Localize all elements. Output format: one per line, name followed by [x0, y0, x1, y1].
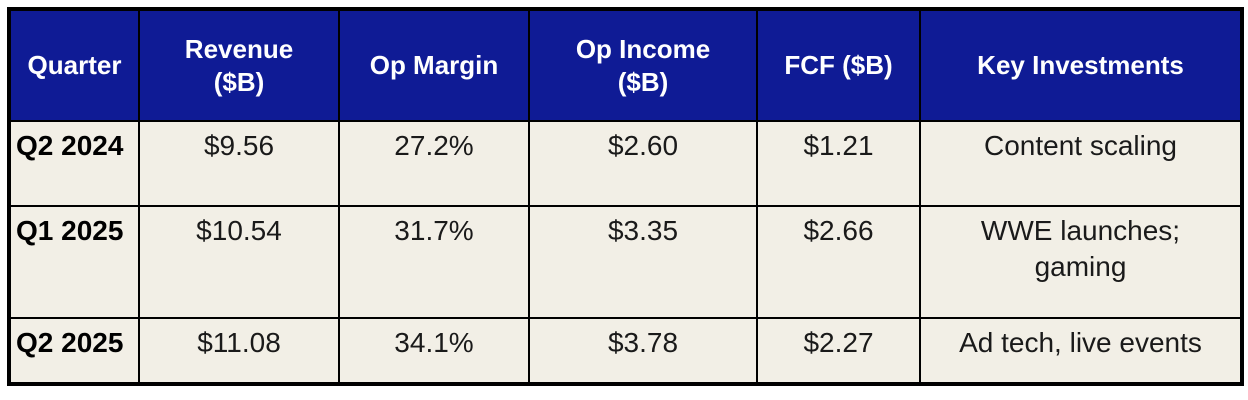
table-row-q2-2024: Q2 2024 $9.56 27.2% $2.60 $1.21 Content … — [8, 120, 1243, 207]
cell-op-margin: 34.1% — [338, 317, 530, 385]
cell-key-investments: Ad tech, live events — [919, 317, 1243, 385]
column-header-quarter: Quarter — [8, 8, 140, 122]
column-header-fcf: FCF ($B) — [756, 8, 921, 122]
cell-fcf: $2.27 — [756, 317, 921, 385]
cell-quarter: Q2 2025 — [8, 317, 140, 385]
cell-revenue: $9.56 — [138, 120, 340, 207]
column-header-op-income: Op Income ($B) — [528, 8, 758, 122]
cell-op-income: $2.60 — [528, 120, 758, 207]
cell-quarter: Q2 2024 — [8, 120, 140, 207]
cell-key-investments: WWE launches; gaming — [919, 205, 1243, 319]
cell-fcf: $2.66 — [756, 205, 921, 319]
cell-fcf: $1.21 — [756, 120, 921, 207]
quarterly-financials-table: Quarter Revenue ($B) Op Margin Op Income… — [7, 7, 1244, 386]
cell-op-income: $3.78 — [528, 317, 758, 385]
cell-op-margin: 27.2% — [338, 120, 530, 207]
column-header-key-investments: Key Investments — [919, 8, 1243, 122]
cell-quarter: Q1 2025 — [8, 205, 140, 319]
cell-op-income: $3.35 — [528, 205, 758, 319]
cell-key-investments: Content scaling — [919, 120, 1243, 207]
table-row-q2-2025: Q2 2025 $11.08 34.1% $3.78 $2.27 Ad tech… — [8, 317, 1243, 385]
header-row: Quarter Revenue ($B) Op Margin Op Income… — [8, 8, 1243, 122]
table-row-q1-2025: Q1 2025 $10.54 31.7% $3.35 $2.66 WWE lau… — [8, 205, 1243, 319]
column-header-op-margin: Op Margin — [338, 8, 530, 122]
cell-revenue: $10.54 — [138, 205, 340, 319]
column-header-revenue: Revenue ($B) — [138, 8, 340, 122]
cell-op-margin: 31.7% — [338, 205, 530, 319]
cell-revenue: $11.08 — [138, 317, 340, 385]
